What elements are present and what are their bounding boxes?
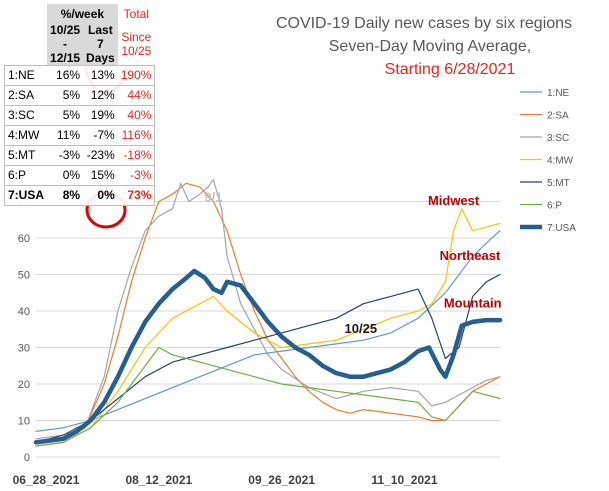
annotation-label: Midwest (428, 193, 480, 208)
total-cell: 190% (117, 64, 156, 86)
stats-body: 1:NE 16% 13% 190% 2:SA 5% 12% 44% 3:SC 5% 19% 40% 4:… (4, 64, 156, 206)
series-line-5mt (35, 273, 501, 443)
region-cell: 5:MT (4, 144, 48, 166)
x-tick-label: 11_10_2021 (371, 473, 437, 487)
last7-cell: 12% (83, 84, 118, 106)
total-cell: -18% (117, 144, 156, 166)
period-cell: 5% (47, 84, 84, 106)
last7-cell: 0% (83, 184, 118, 206)
legend: 1:NE 2:SA 3:SC 4:MW 5:MT 6:P 7:USA (520, 88, 576, 234)
period-cell: 0% (47, 164, 84, 186)
total-cell: 44% (117, 84, 156, 106)
table-row: 6:P 0% 15% -3% (4, 164, 156, 186)
annotation-label: 9/1 (204, 190, 222, 205)
total-cell: -3% (117, 164, 156, 186)
series-line-1ne (35, 230, 501, 432)
last7-cell: -23% (83, 144, 118, 166)
annotations: 9/1 10/25 Midwest Northeast Mountain (204, 190, 501, 336)
legend-label: 5:MT (547, 178, 570, 189)
x-axis-ticks: 06_28_2021 08_12_2021 09_26_2021 11_10_2021 (13, 473, 438, 487)
last7-header: Last 7 Days (83, 23, 118, 65)
y-tick-label: 10 (18, 416, 30, 428)
region-cell: 1:NE (4, 64, 48, 86)
y-tick-label: 20 (18, 379, 30, 391)
total-header: Since 10/25 (117, 23, 155, 65)
period-cell: 8% (47, 184, 84, 206)
series-lines (33, 179, 503, 447)
legend-label: 1:NE (547, 88, 570, 99)
region-cell: 2:SA (4, 84, 48, 106)
last7-header-line: 7 (97, 37, 104, 51)
x-tick-label: 06_28_2021 (13, 473, 80, 487)
total-header-0: Total (117, 4, 155, 23)
legend-label: 2:SA (547, 111, 569, 122)
y-tick-label: 40 (18, 306, 30, 318)
gridlines (36, 201, 500, 458)
table-row: 3:SC 5% 19% 40% (4, 104, 156, 126)
last7-header-line: Days (86, 51, 115, 65)
chart-title: COVID-19 Daily new cases by six regions (276, 15, 572, 32)
region-cell: 7:USA (4, 184, 48, 206)
chart-subtitle-start: Starting 6/28/2021 (385, 61, 516, 78)
y-axis-ticks: 010203040506070 (18, 197, 30, 465)
table-row: 1:NE 16% 13% 190% (4, 64, 156, 86)
pct-week-header: %/week (47, 4, 118, 23)
annotation-label: Northeast (440, 248, 501, 263)
region-cell: 3:SC (4, 104, 48, 126)
region-cell: 6:P (4, 164, 48, 186)
series-line-6p (35, 346, 501, 447)
period-header-line: - (63, 37, 68, 51)
legend-label: 7:USA (547, 223, 576, 234)
table-row: 4:MW 11% -7% 116% (4, 124, 156, 146)
chart-subtitle: Seven-Day Moving Average, (329, 38, 531, 55)
last7-cell: 19% (83, 104, 118, 126)
period-cell: 16% (47, 64, 84, 86)
region-cell: 4:MW (4, 124, 48, 146)
side-stats-table: %/week Total 10/25 - 12/15 Last 7 Days S… (4, 4, 156, 206)
series-line-3sc (35, 179, 501, 440)
period-header-line: 10/25 (50, 23, 81, 37)
period-cell: 5% (47, 104, 84, 126)
legend-label: 3:SC (547, 133, 569, 144)
last7-cell: 15% (83, 164, 118, 186)
total-header-line: Since (121, 30, 152, 44)
period-header-line: 12/15 (50, 51, 81, 65)
series-line-7usa (33, 268, 503, 445)
period-cell: 11% (47, 124, 84, 146)
annotation-label: 10/25 (345, 321, 378, 336)
annotation-label: Mountain (444, 295, 502, 310)
table-corner (4, 4, 48, 65)
table-row: 2:SA 5% 12% 44% (4, 84, 156, 106)
table-row: 5:MT -3% -23% -18% (4, 144, 156, 166)
table-row: 7:USA 8% 0% 73% (4, 184, 156, 206)
legend-label: 6:P (547, 201, 562, 212)
last7-cell: 13% (83, 64, 118, 86)
last7-cell: -7% (83, 124, 118, 146)
y-tick-label: 60 (18, 233, 30, 245)
y-tick-label: 30 (18, 343, 30, 355)
total-cell: 40% (117, 104, 156, 126)
x-tick-label: 09_26_2021 (248, 473, 315, 487)
total-cell: 73% (117, 184, 156, 206)
total-cell: 116% (117, 124, 156, 146)
last7-header-line: Last (88, 23, 113, 37)
legend-label: 4:MW (547, 156, 574, 167)
x-tick-label: 08_12_2021 (125, 473, 192, 487)
series-line-4mw (35, 208, 501, 447)
period-cell: -3% (47, 144, 84, 166)
period-header: 10/25 - 12/15 (47, 23, 84, 65)
y-tick-label: 0 (24, 452, 30, 464)
y-tick-label: 50 (18, 270, 30, 282)
total-header-line: 10/25 (121, 44, 152, 58)
